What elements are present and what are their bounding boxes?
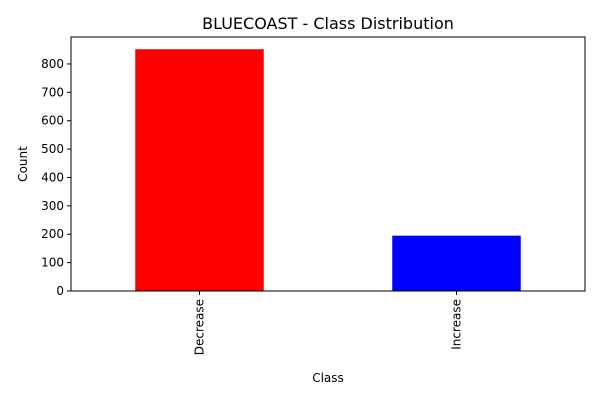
plot-frame <box>70 36 586 292</box>
y-tick-label: 300 <box>41 199 64 213</box>
plot-area: 0 100 200 300 400 500 600 700 800 Decrease Increas… <box>41 36 586 355</box>
y-tick-label: 400 <box>41 170 64 184</box>
y-tick-label: 200 <box>41 227 64 241</box>
y-axis-label: Count <box>16 146 30 182</box>
x-tick-label: Increase <box>450 299 464 350</box>
y-tick-label: 800 <box>41 57 64 71</box>
y-tick-label: 0 <box>56 284 64 298</box>
bar-increase <box>392 235 521 291</box>
x-axis-label: Class <box>312 371 344 385</box>
bar-decrease <box>135 49 264 292</box>
y-tick-label: 700 <box>41 85 64 99</box>
y-tick-label: 100 <box>41 256 64 270</box>
x-tick-label: Decrease <box>193 299 207 355</box>
y-tick-label: 600 <box>41 114 64 128</box>
y-tick-label: 500 <box>41 142 64 156</box>
chart-title: BLUECOAST - Class Distribution <box>202 14 454 33</box>
